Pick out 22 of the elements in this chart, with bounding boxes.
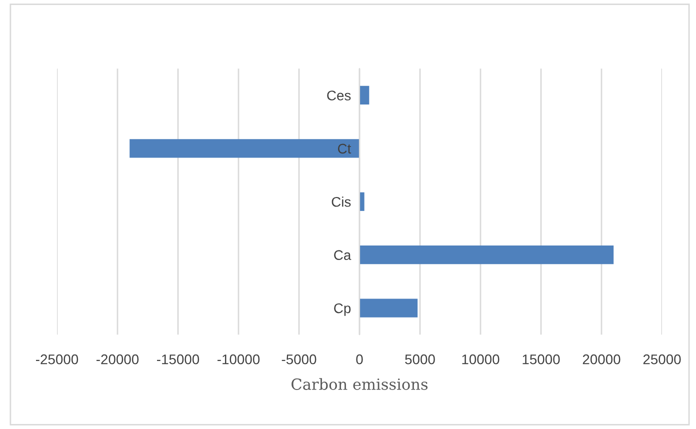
bar [360, 86, 370, 105]
y-tick-label: Cis [332, 196, 351, 207]
x-tick-label: -15000 [156, 354, 200, 364]
x-tick-label: 25000 [643, 354, 681, 364]
y-tick-label: Cp [334, 303, 351, 316]
x-tick-label: 0 [356, 354, 363, 364]
bar [360, 246, 614, 264]
x-tick-label: 20000 [582, 354, 620, 364]
x-tick-label: -20000 [96, 354, 139, 364]
x-tick-label: -10000 [217, 354, 260, 364]
x-tick-label: 15000 [522, 354, 560, 364]
y-tick-label: Ca [334, 250, 352, 260]
y-tick-label: Ct [338, 144, 352, 154]
x-tick-label: -25000 [36, 354, 78, 364]
x-axis-title: Carbon emissions [292, 378, 428, 390]
bar [360, 192, 364, 211]
bar [360, 298, 418, 318]
x-tick-label: -5000 [282, 354, 316, 364]
bar [130, 139, 360, 158]
x-tick-label: 10000 [462, 354, 500, 364]
x-tick-label: 5000 [405, 354, 435, 364]
y-tick-label: Ces [327, 90, 351, 100]
